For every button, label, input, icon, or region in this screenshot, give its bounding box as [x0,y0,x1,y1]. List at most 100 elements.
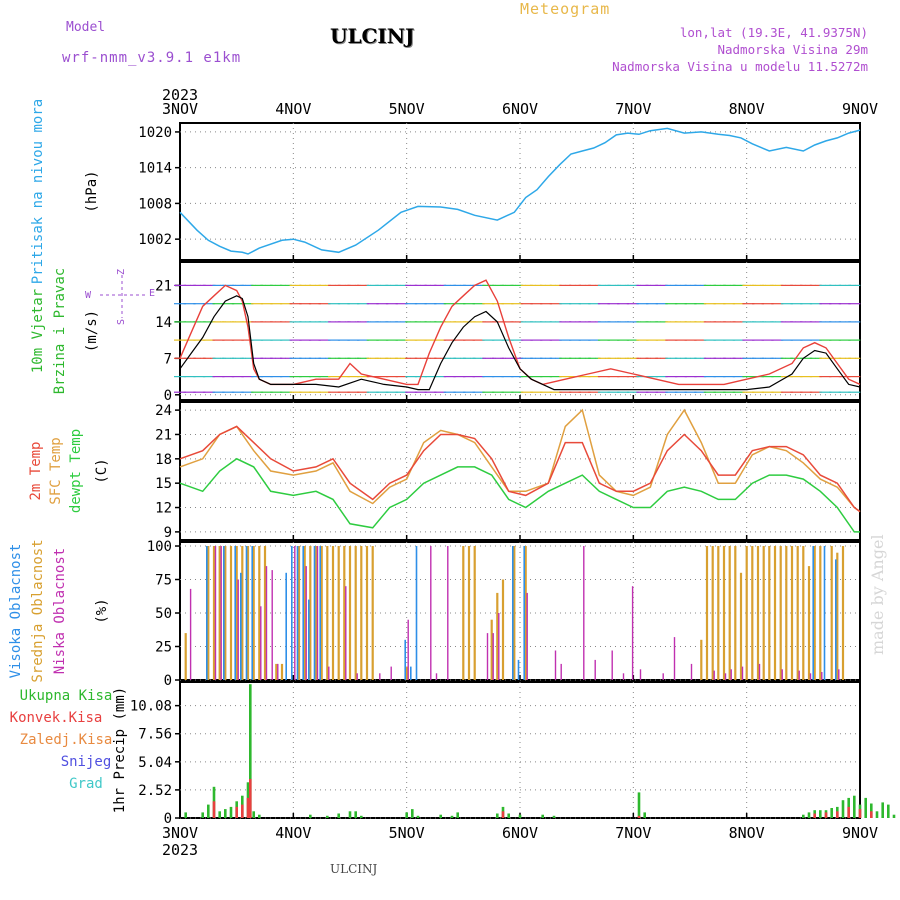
x-tick-label-top: 6NOV [502,100,538,118]
y-tick-label: 21 [155,427,172,443]
low-cloud-bar [328,666,330,680]
y-tick-label: 7 [164,351,172,367]
high-cloud-bar [410,666,412,680]
high-cloud-bar [404,639,406,680]
mid-cloud-bar [229,546,233,680]
high-cloud-bar [223,546,225,680]
mid-cloud-bar [762,546,765,680]
x-tick-label-bottom: 6NOV [502,824,538,842]
low-cloud-bar [356,673,358,680]
total-precip-bar [207,804,210,818]
mid-cloud-bar [722,546,726,680]
low-cloud-bar [639,669,642,680]
low-cloud-bar [741,666,744,680]
y-tick-label: 0 [164,811,172,827]
total-precip-bar [258,814,261,818]
mid-cloud-bar [258,546,261,680]
total-precip-bar [802,814,805,818]
mid-cloud-bar [314,546,318,680]
cloud-axis-label: Niska Oblacnost [52,548,68,674]
convective-precip-bar [235,806,238,818]
low-cloud-bar [798,670,800,680]
high-cloud-bar [823,546,826,680]
x-tick-label-top: 9NOV [842,100,878,118]
high-cloud-bar [240,572,242,680]
mid-cloud-bar [331,546,335,680]
x-tick-label-top: 8NOV [729,100,765,118]
low-cloud-bar [379,673,381,680]
panel-precip-frame [179,681,861,819]
low-cloud-bar [758,663,761,680]
low-cloud-bar [237,579,239,680]
low-cloud-bar [316,546,319,680]
mid-cloud-bar [365,546,369,680]
convective-precip-bar [824,812,828,818]
total-precip-bar [439,814,442,818]
low-cloud-bar [838,669,840,680]
low-cloud-bar [390,666,392,680]
total-precip-bar [870,803,873,818]
mid-cloud-bar [473,546,476,680]
compass-east: E [149,288,155,299]
total-precip-bar [218,811,221,818]
low-cloud-bar [631,586,634,680]
low-cloud-bar [260,606,262,680]
temperature-axis-label: dewpt Temp [68,429,84,513]
y-tick-label: 1020 [138,125,172,141]
y-tick-label: 18 [155,452,172,468]
x-tick-label-bottom: 7NOV [615,824,651,842]
low-cloud-bar [498,613,500,680]
high-cloud-bar [251,546,253,680]
low-cloud-bar [271,570,273,680]
mid-cloud-bar [297,546,301,680]
2m-temp-line [179,425,861,513]
low-cloud-bar [560,663,562,680]
high-cloud-bar [835,559,837,680]
mid-cloud-bar [790,546,794,680]
low-cloud-bar [622,673,625,680]
mid-cloud-bar [756,546,760,680]
mid-cloud-bar [728,546,731,680]
total-precip-bar [326,815,329,818]
high-cloud-bar [285,572,287,680]
y-tick-label: 0 [164,388,172,404]
y-tick-label: 21 [155,278,172,294]
total-precip-bar [864,797,867,818]
y-tick-label: 12 [155,501,172,517]
elevation-label: Nadmorska Visina 29m [717,42,868,57]
x-axis-year-bottom: 2023 [162,841,198,859]
compass-south: S [116,319,127,325]
total-precip-bar [337,813,340,818]
y-tick-label: 75 [155,573,172,589]
mid-cloud-bar [303,546,306,680]
mid-cloud-bar [836,552,839,680]
cloud-axis-label: Srednja Oblacnost [30,539,46,682]
x-tick-label-bottom: 5NOV [389,824,425,842]
low-cloud-bar [690,663,693,680]
y-tick-label: 24 [155,403,172,419]
convective-precip-bar [212,801,216,818]
y-tick-label: 50 [155,606,172,622]
y-tick-label: 100 [147,539,172,555]
mid-cloud-bar [739,572,743,680]
total-precip-bar [841,800,845,818]
low-cloud-bar [554,650,557,680]
low-cloud-bar [447,546,449,680]
mid-cloud-bar [524,546,527,680]
y-tick-label: 1014 [138,161,172,177]
mid-cloud-bar [246,546,250,680]
total-precip-bar [405,812,408,818]
mid-cloud-bar [717,546,720,680]
convective-precip-bar [246,797,250,818]
mid-cloud-bar [462,546,465,680]
meteogram-title: Meteogram [520,0,611,18]
high-cloud-bar [296,546,299,680]
mid-cloud-bar [705,546,709,680]
mid-cloud-bar [275,663,278,680]
high-cloud-bar [313,546,316,680]
total-precip-bar [411,809,414,818]
low-cloud-bar [526,592,528,680]
y-tick-label: 9 [164,525,172,541]
mid-cloud-bar [711,546,714,680]
